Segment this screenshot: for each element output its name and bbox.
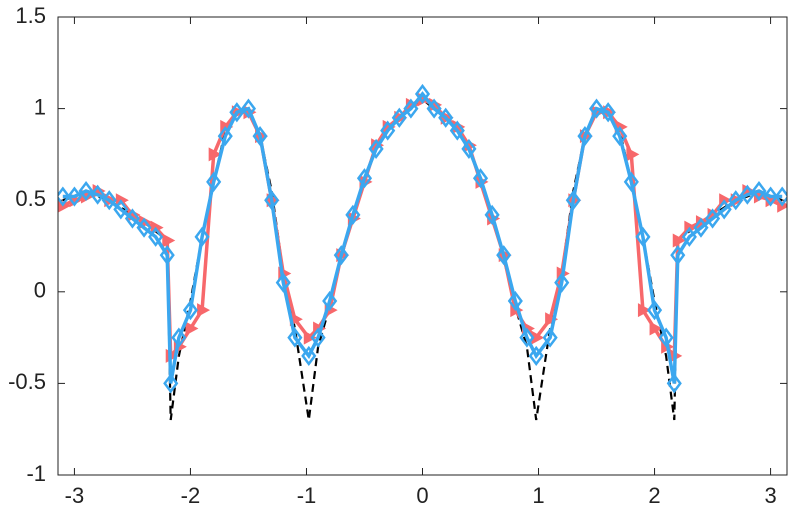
- x-tick-label: -1: [297, 483, 317, 508]
- marker-diamond: [301, 345, 317, 367]
- marker-diamond: [751, 180, 767, 202]
- marker-triangle: [531, 330, 545, 345]
- marker-diamond: [356, 168, 373, 189]
- marker-diamond: [333, 245, 349, 266]
- marker-diamond: [496, 245, 512, 266]
- marker-diamond: [368, 138, 384, 159]
- marker-diamond: [542, 327, 558, 348]
- marker-diamond: [194, 226, 210, 247]
- marker-triangle: [637, 303, 651, 318]
- marker-triangle: [545, 312, 559, 327]
- series: [62, 97, 783, 421]
- marker-diamond: [577, 125, 593, 147]
- marker-triangle: [626, 147, 640, 162]
- marker-diamond: [287, 327, 303, 348]
- x-tick-label: 1: [532, 483, 544, 508]
- marker-diamond: [449, 120, 465, 141]
- marker-triangle: [208, 147, 222, 162]
- y-tick-label: 0: [34, 278, 46, 303]
- x-tick-label: 0: [416, 483, 428, 508]
- marker-diamond: [380, 120, 396, 141]
- series-line: [62, 97, 783, 361]
- marker-diamond: [519, 327, 535, 348]
- marker-triangle: [303, 330, 317, 345]
- marker-diamond: [322, 290, 338, 312]
- marker-diamond: [507, 290, 523, 312]
- marker-diamond: [414, 83, 431, 105]
- marker-diamond: [113, 199, 129, 220]
- marker-diamond: [588, 98, 605, 119]
- marker-triangle: [185, 321, 199, 336]
- marker-diamond: [612, 125, 628, 147]
- marker-triangle: [162, 233, 176, 248]
- y-tick-label: -1: [26, 461, 46, 486]
- marker-diamond: [554, 272, 570, 293]
- marker-diamond: [90, 184, 106, 205]
- y-tick-label: 0.5: [15, 186, 46, 211]
- marker-diamond: [264, 190, 280, 211]
- marker-diamond: [275, 272, 291, 293]
- marker-diamond: [171, 327, 187, 348]
- marker-diamond: [403, 98, 419, 119]
- marker-diamond: [623, 171, 639, 192]
- marker-diamond: [240, 98, 257, 119]
- marker-diamond: [58, 186, 71, 207]
- marker-diamond: [182, 300, 199, 321]
- marker-diamond: [670, 245, 686, 266]
- series-line: [62, 97, 783, 421]
- marker-diamond: [484, 204, 500, 225]
- marker-diamond: [217, 125, 233, 147]
- marker-diamond: [206, 171, 222, 192]
- marker-diamond: [438, 107, 454, 128]
- series: [58, 83, 787, 394]
- marker-diamond: [739, 184, 755, 205]
- x-tick-label: -3: [65, 483, 85, 508]
- marker-diamond: [66, 186, 82, 207]
- marker-diamond: [565, 190, 581, 211]
- marker-diamond: [763, 186, 779, 207]
- marker-triangle: [649, 321, 663, 336]
- marker-diamond: [716, 199, 732, 220]
- marker-diamond: [693, 217, 709, 238]
- marker-diamond: [148, 226, 164, 247]
- marker-diamond: [136, 217, 152, 238]
- marker-diamond: [345, 204, 361, 225]
- marker-diamond: [666, 373, 682, 394]
- marker-diamond: [124, 208, 141, 229]
- marker-diamond: [159, 245, 175, 266]
- y-tick-label: 1.5: [15, 3, 46, 28]
- marker-diamond: [681, 226, 697, 247]
- marker-diamond: [252, 125, 268, 147]
- marker-diamond: [774, 186, 787, 207]
- marker-diamond: [426, 98, 442, 119]
- marker-diamond: [163, 373, 179, 394]
- marker-triangle: [672, 233, 686, 248]
- y-tick-label: -0.5: [8, 369, 46, 394]
- marker-triangle: [197, 303, 211, 318]
- marker-diamond: [704, 208, 721, 229]
- marker-diamond: [635, 226, 651, 247]
- series-line: [62, 91, 783, 384]
- x-tick-label: 3: [764, 483, 776, 508]
- marker-diamond: [528, 345, 544, 367]
- marker-diamond: [78, 180, 94, 202]
- marker-diamond: [600, 102, 616, 123]
- marker-diamond: [229, 102, 245, 123]
- marker-diamond: [391, 107, 407, 128]
- x-tick-label: -2: [181, 483, 201, 508]
- marker-diamond: [461, 138, 477, 159]
- marker-diamond: [646, 300, 663, 321]
- y-tick-label: 1: [34, 94, 46, 119]
- plot-frame: [57, 16, 788, 476]
- marker-diamond: [472, 168, 489, 189]
- marker-diamond: [101, 190, 117, 211]
- marker-diamond: [658, 327, 674, 348]
- marker-diamond: [728, 190, 744, 211]
- x-tick-label: 2: [648, 483, 660, 508]
- marker-diamond: [310, 327, 326, 348]
